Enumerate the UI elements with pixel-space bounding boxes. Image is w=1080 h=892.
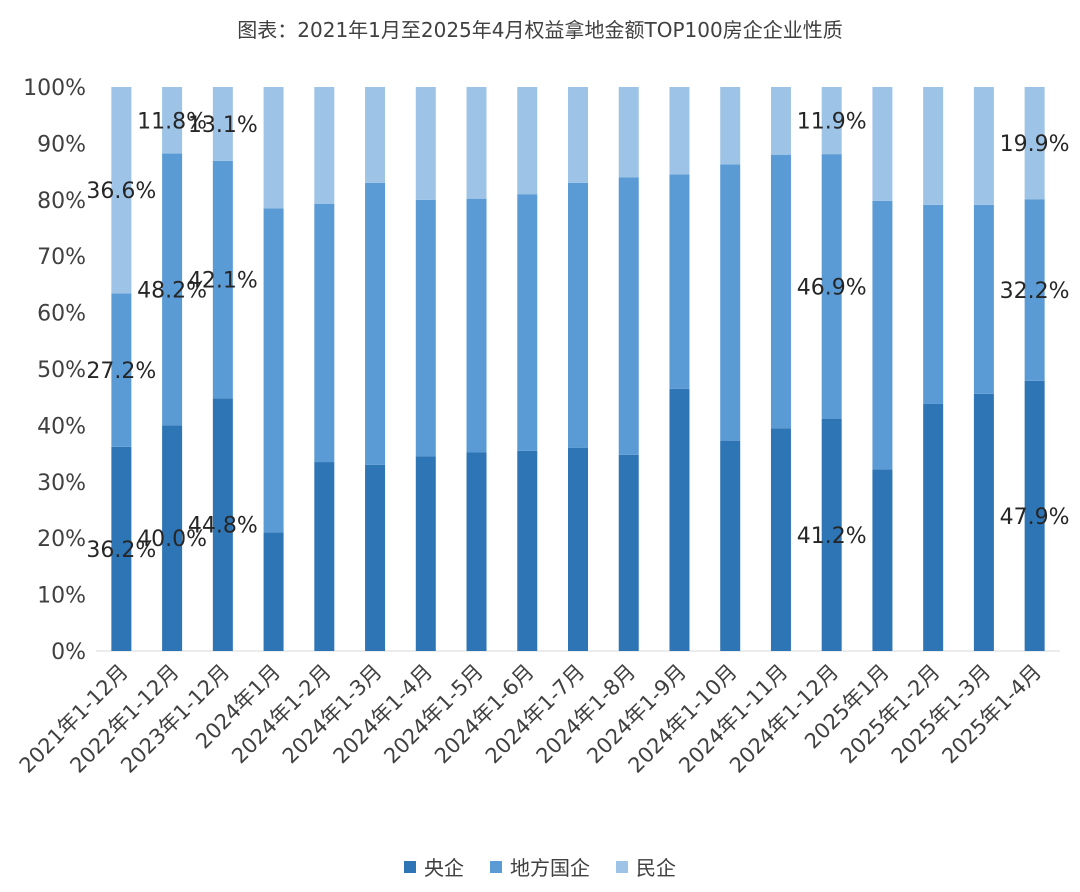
- legend-label-central-soe: 央企: [424, 856, 464, 880]
- bar-segment: [821, 154, 842, 419]
- bar-segment: [720, 164, 741, 441]
- data-label: 19.9%: [1000, 132, 1070, 157]
- y-tick-label: 0%: [51, 640, 86, 665]
- data-label: 40.0%: [137, 527, 207, 552]
- y-tick-label: 80%: [37, 189, 86, 214]
- bar-segment: [770, 87, 791, 155]
- legend-label-local-soe: 地方国企: [510, 856, 590, 880]
- bar-segment: [923, 87, 944, 205]
- bar-segment: [314, 87, 335, 204]
- bar-segment: [618, 454, 639, 651]
- bar-segment: [365, 182, 386, 465]
- bar-segment: [111, 446, 132, 651]
- bar-segment: [212, 160, 233, 399]
- bar-segment: [872, 200, 893, 470]
- bar-segment: [415, 87, 436, 200]
- y-tick-label: 60%: [37, 302, 86, 327]
- y-tick-label: 10%: [37, 584, 86, 609]
- bar-segment: [669, 388, 690, 651]
- bar-segment: [162, 425, 183, 651]
- bar-segment: [872, 469, 893, 651]
- bar-segment: [770, 154, 791, 429]
- bar-segment: [263, 87, 284, 209]
- data-label: 27.2%: [86, 359, 156, 384]
- bar-segment: [720, 440, 741, 651]
- bar-segment: [314, 203, 335, 463]
- bar-segment: [365, 464, 386, 651]
- legend-item-local-soe: 地方国企: [490, 852, 590, 881]
- data-label: 42.1%: [188, 269, 258, 294]
- bar-segment: [1024, 199, 1045, 381]
- bar-segment: [466, 198, 487, 453]
- legend-item-central-soe: 央企: [404, 852, 464, 881]
- y-tick-label: 50%: [37, 358, 86, 383]
- bar-segment: [923, 403, 944, 651]
- legend-swatch-local-soe: [490, 860, 502, 873]
- data-label: 11.9%: [797, 110, 867, 135]
- data-label: 44.8%: [188, 514, 258, 539]
- y-tick-label: 20%: [37, 527, 86, 552]
- bar-segment: [821, 418, 842, 651]
- bar-segment: [821, 87, 842, 155]
- data-label: 32.2%: [1000, 279, 1070, 304]
- bar-segment: [415, 456, 436, 651]
- bar-segment: [517, 450, 538, 651]
- y-tick-label: 40%: [37, 414, 86, 439]
- bar-segment: [466, 87, 487, 199]
- y-tick-label: 30%: [37, 471, 86, 496]
- y-tick-label: 90%: [37, 132, 86, 157]
- bar-segment: [263, 208, 284, 533]
- chart-title: 图表：2021年1月至2025年4月权益拿地金额TOP100房企企业性质: [237, 18, 843, 42]
- bar-segment: [568, 87, 588, 183]
- bar-segment: [162, 87, 183, 154]
- bar-segment: [720, 87, 741, 165]
- bar-segment: [973, 393, 994, 651]
- data-label: 36.2%: [86, 538, 156, 563]
- bar-segment: [111, 87, 132, 294]
- chart-legend: 央企 地方国企 民企: [0, 852, 1080, 881]
- bar-segment: [162, 153, 183, 426]
- data-label: 47.9%: [1000, 505, 1070, 530]
- bar-segment: [770, 428, 791, 651]
- bar-segment: [212, 398, 233, 651]
- bar-segment: [517, 87, 538, 195]
- bar-segment: [517, 194, 538, 451]
- legend-swatch-central-soe: [404, 860, 416, 873]
- y-tick-label: 70%: [37, 245, 86, 270]
- data-label: 46.9%: [797, 275, 867, 300]
- bar-segment: [568, 182, 588, 448]
- bar-segment: [263, 532, 284, 651]
- bar-segment: [314, 462, 335, 651]
- legend-swatch-private: [616, 860, 628, 873]
- bar-segment: [415, 199, 436, 457]
- bar-segment: [973, 204, 994, 394]
- bar-segment: [365, 87, 386, 183]
- bar-segment: [568, 447, 588, 651]
- bar-segment: [973, 87, 994, 205]
- bar-segment: [618, 87, 639, 178]
- bar-segment: [1024, 380, 1045, 651]
- bar-segment: [923, 204, 944, 404]
- bar-segment: [1024, 87, 1045, 200]
- bar-segment: [872, 87, 893, 201]
- data-label: 48.2%: [137, 278, 207, 303]
- bar-segment: [111, 293, 132, 447]
- bar-segment: [212, 87, 233, 161]
- data-label: 13.1%: [188, 113, 258, 138]
- bar-segment: [618, 177, 639, 455]
- bar-segment: [669, 174, 690, 389]
- y-tick-label: 100%: [23, 76, 86, 101]
- data-label: 11.8%: [137, 109, 207, 134]
- data-label: 41.2%: [797, 524, 867, 549]
- bar-segment: [669, 87, 690, 175]
- legend-label-private: 民企: [636, 856, 676, 880]
- bar-segment: [466, 452, 487, 651]
- data-label: 36.6%: [86, 179, 156, 204]
- legend-item-private: 民企: [616, 852, 676, 881]
